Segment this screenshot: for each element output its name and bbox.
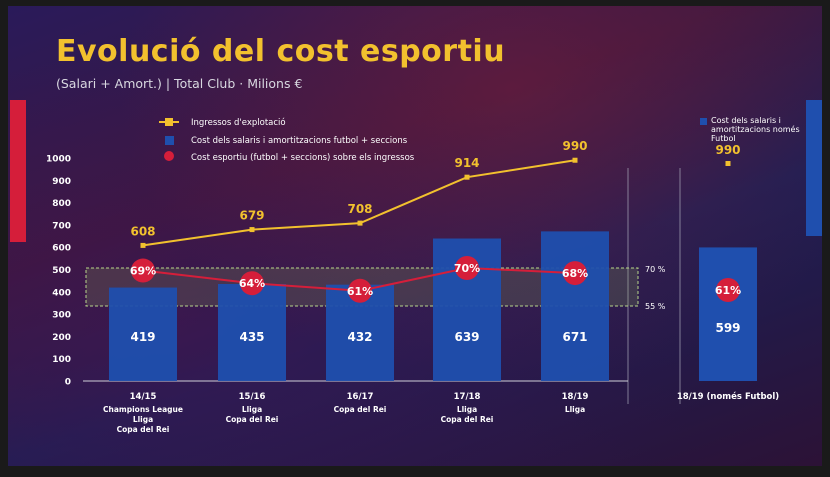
x-tick-label: 14/15 bbox=[130, 392, 157, 402]
income-point bbox=[464, 174, 470, 180]
side-legend-line-2: amortitzacions només bbox=[711, 124, 800, 134]
legend-income-label: Ingressos d'explotació bbox=[191, 117, 286, 128]
y-tick-label: 400 bbox=[52, 288, 71, 298]
y-tick-label: 700 bbox=[52, 221, 71, 231]
y-tick-label: 600 bbox=[52, 244, 71, 254]
cost-bar-label: 432 bbox=[347, 330, 372, 344]
category-note: Champions League bbox=[103, 405, 183, 414]
ratio-point bbox=[348, 278, 372, 303]
x-tick-label: 18/19 bbox=[562, 392, 589, 402]
ratio-point bbox=[455, 256, 479, 280]
band-label-lower: 55 % bbox=[645, 302, 666, 311]
cost-bar bbox=[218, 283, 286, 381]
income-label: 708 bbox=[347, 202, 372, 216]
legend-ratio-swatch bbox=[164, 151, 174, 161]
ratio-point bbox=[240, 271, 264, 296]
cost-bar-label: 419 bbox=[130, 330, 155, 344]
ratio-label: 68% bbox=[562, 267, 588, 280]
legend: Ingressos d'explotació Cost dels salaris… bbox=[159, 117, 415, 163]
income-label: 608 bbox=[130, 224, 155, 238]
y-tick-label: 1000 bbox=[46, 155, 71, 165]
y-tick-label: 900 bbox=[52, 177, 71, 187]
cost-bar-label: 435 bbox=[239, 330, 264, 344]
category-note: Copa del Rei bbox=[441, 415, 494, 424]
side-cost-bar bbox=[699, 247, 757, 381]
side-legend-line-3: Futbol bbox=[711, 134, 736, 143]
side-legend: Cost dels salaris i amortitzacions només… bbox=[700, 116, 800, 143]
income-point bbox=[140, 242, 146, 248]
side-ratio-point bbox=[716, 278, 740, 302]
x-tick-label: 16/17 bbox=[347, 392, 374, 402]
side-income-label: 990 bbox=[715, 143, 740, 157]
cost-bar bbox=[109, 287, 177, 381]
cost-bar bbox=[541, 231, 609, 381]
y-tick-label: 100 bbox=[52, 355, 71, 365]
category-note: Lliga bbox=[457, 405, 477, 414]
ratio-label: 70% bbox=[454, 262, 480, 275]
y-tick-label: 200 bbox=[52, 333, 71, 343]
income-point bbox=[357, 220, 363, 226]
side-legend-swatch bbox=[700, 118, 707, 125]
category-note: Lliga bbox=[565, 405, 585, 414]
y-tick-label: 500 bbox=[52, 266, 71, 276]
income-label: 679 bbox=[239, 209, 264, 223]
accent-bar-left bbox=[10, 100, 26, 242]
legend-income-marker bbox=[165, 118, 173, 126]
side-ratio-label: 61% bbox=[715, 284, 741, 297]
y-tick-label: 0 bbox=[65, 378, 71, 388]
side-legend-line-1: Cost dels salaris i bbox=[711, 116, 781, 125]
income-point bbox=[249, 227, 255, 233]
slide: Evolució del cost esportiu (Salari + Amo… bbox=[8, 6, 822, 466]
income-label: 914 bbox=[454, 156, 479, 170]
x-tick-label: 15/16 bbox=[239, 392, 266, 402]
chart-title: Evolució del cost esportiu bbox=[56, 34, 506, 69]
side-income-marker bbox=[725, 161, 731, 166]
cost-bar-label: 639 bbox=[454, 330, 479, 344]
band-label-upper: 70 % bbox=[645, 265, 666, 274]
ratio-point bbox=[563, 261, 587, 286]
y-tick-label: 800 bbox=[52, 199, 71, 209]
legend-cost-swatch bbox=[165, 136, 174, 145]
category-note: Copa del Rei bbox=[117, 425, 170, 434]
side-x-tick-label: 18/19 (només Futbol) bbox=[677, 391, 779, 402]
ratio-point bbox=[131, 258, 155, 283]
legend-ratio-label: Cost esportiu (futbol + seccions) sobre … bbox=[191, 153, 415, 163]
accent-bar-right bbox=[806, 100, 822, 236]
category-note: Copa del Rei bbox=[334, 405, 387, 414]
ratio-label: 61% bbox=[347, 285, 373, 298]
legend-cost-label: Cost dels salaris i amortitzacions futbo… bbox=[191, 136, 408, 146]
chart-subtitle: (Salari + Amort.) | Total Club · Milions… bbox=[56, 76, 303, 91]
chart-canvas: Ingressos d'explotació Cost dels salaris… bbox=[46, 116, 800, 434]
ratio-label: 69% bbox=[130, 265, 156, 278]
income-point bbox=[572, 157, 578, 163]
cost-bar-label: 671 bbox=[562, 330, 587, 344]
category-note: Lliga bbox=[133, 415, 153, 424]
x-tick-label: 17/18 bbox=[454, 392, 481, 402]
ratio-label: 64% bbox=[239, 277, 265, 290]
category-note: Lliga bbox=[242, 405, 262, 414]
category-note: Copa del Rei bbox=[226, 415, 279, 424]
income-label: 990 bbox=[562, 139, 587, 153]
y-tick-label: 300 bbox=[52, 311, 71, 321]
side-cost-label: 599 bbox=[715, 321, 740, 335]
